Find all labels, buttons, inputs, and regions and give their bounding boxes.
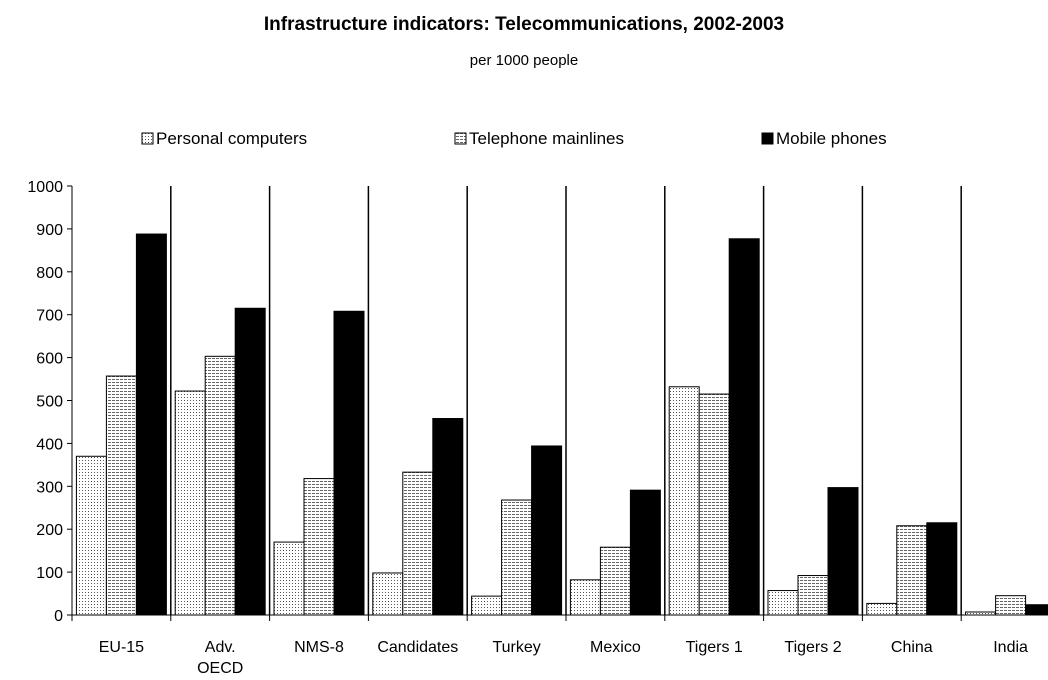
bar-telephone-mainlines-mexico	[599, 546, 631, 616]
y-tick-label: 900	[36, 222, 63, 239]
x-axis-ticks: EU-15 Adv. OECD NMS-8 Candidates Turkey Mexico…	[71, 615, 1028, 677]
y-axis-ticks: 0 100 200 300 400 500 600 700 800 900 1000	[27, 179, 72, 625]
x-tick-label: Mexico	[590, 639, 641, 656]
bar-personal-computers-tigers-2	[767, 590, 799, 616]
bar-mobile-phones-turkey	[531, 445, 563, 616]
legend-swatch-telephone-mainlines	[454, 132, 467, 145]
y-tick-label: 600	[36, 351, 63, 368]
legend-swatch-mobile-phones	[761, 132, 774, 145]
bar-telephone-mainlines-candidates	[402, 471, 434, 616]
x-tick-label: Adv.	[205, 639, 236, 656]
bar-mobile-phones-nms-8	[333, 310, 365, 616]
bar-telephone-mainlines-adv-oecd	[204, 355, 236, 616]
bar-mobile-phones-eu-15	[135, 233, 167, 616]
legend-label-mobile-phones: Mobile phones	[776, 129, 887, 148]
y-tick-label: 700	[36, 308, 63, 325]
x-tick-label: Tigers 2	[784, 639, 841, 656]
bar-mobile-phones-adv-oecd	[234, 307, 266, 616]
x-tick-label: EU-15	[99, 639, 144, 656]
legend-label-telephone-mainlines: Telephone mainlines	[469, 129, 624, 148]
bar-mobile-phones-tigers-1	[728, 238, 760, 616]
bar-mobile-phones-tigers-2	[827, 487, 859, 616]
legend-swatch-personal-computers	[141, 132, 154, 145]
x-tick-label: NMS-8	[294, 639, 344, 656]
y-tick-label: 1000	[27, 179, 63, 196]
x-tick-label: OECD	[197, 660, 243, 677]
bar-telephone-mainlines-tigers-1	[698, 393, 730, 616]
bar-mobile-phones-candidates	[432, 418, 464, 616]
x-tick-label: Tigers 1	[686, 639, 743, 656]
x-tick-label: Candidates	[377, 639, 458, 656]
bars	[75, 233, 1048, 616]
bar-personal-computers-turkey	[471, 595, 503, 616]
legend: Personal computers Telephone mainlines Mob…	[141, 129, 887, 148]
y-tick-label: 0	[54, 608, 63, 625]
y-tick-label: 200	[36, 522, 63, 539]
x-tick-label: India	[993, 639, 1028, 656]
x-tick-label: China	[891, 639, 933, 656]
bar-telephone-mainlines-nms-8	[303, 478, 335, 616]
bar-mobile-phones-china	[926, 522, 958, 616]
bar-personal-computers-nms-8	[273, 541, 305, 616]
chart-subtitle: per 1000 people	[469, 52, 579, 69]
bar-personal-computers-mexico	[569, 579, 601, 616]
x-tick-label: Turkey	[492, 639, 540, 656]
bar-personal-computers-candidates	[372, 572, 404, 616]
y-tick-label: 800	[36, 265, 63, 282]
bar-telephone-mainlines-eu-15	[105, 375, 137, 616]
bar-telephone-mainlines-turkey	[501, 499, 533, 616]
bar-telephone-mainlines-china	[896, 525, 928, 616]
category-dividers	[170, 186, 962, 615]
bar-telephone-mainlines-tigers-2	[797, 575, 829, 616]
bar-personal-computers-eu-15	[75, 455, 107, 616]
bar-personal-computers-tigers-1	[668, 386, 700, 616]
y-tick-label: 300	[36, 479, 63, 496]
bar-personal-computers-adv-oecd	[174, 390, 206, 616]
bar-personal-computers-china	[866, 602, 898, 616]
y-tick-label: 500	[36, 394, 63, 411]
bar-telephone-mainlines-india	[995, 595, 1027, 616]
bar-mobile-phones-mexico	[629, 489, 661, 616]
chart-title: Infrastructure indicators: Telecommunica…	[263, 14, 785, 35]
y-tick-label: 400	[36, 436, 63, 453]
y-tick-label: 100	[36, 565, 63, 582]
legend-label-personal-computers: Personal computers	[156, 129, 307, 148]
bar-mobile-phones-india	[1025, 604, 1048, 616]
